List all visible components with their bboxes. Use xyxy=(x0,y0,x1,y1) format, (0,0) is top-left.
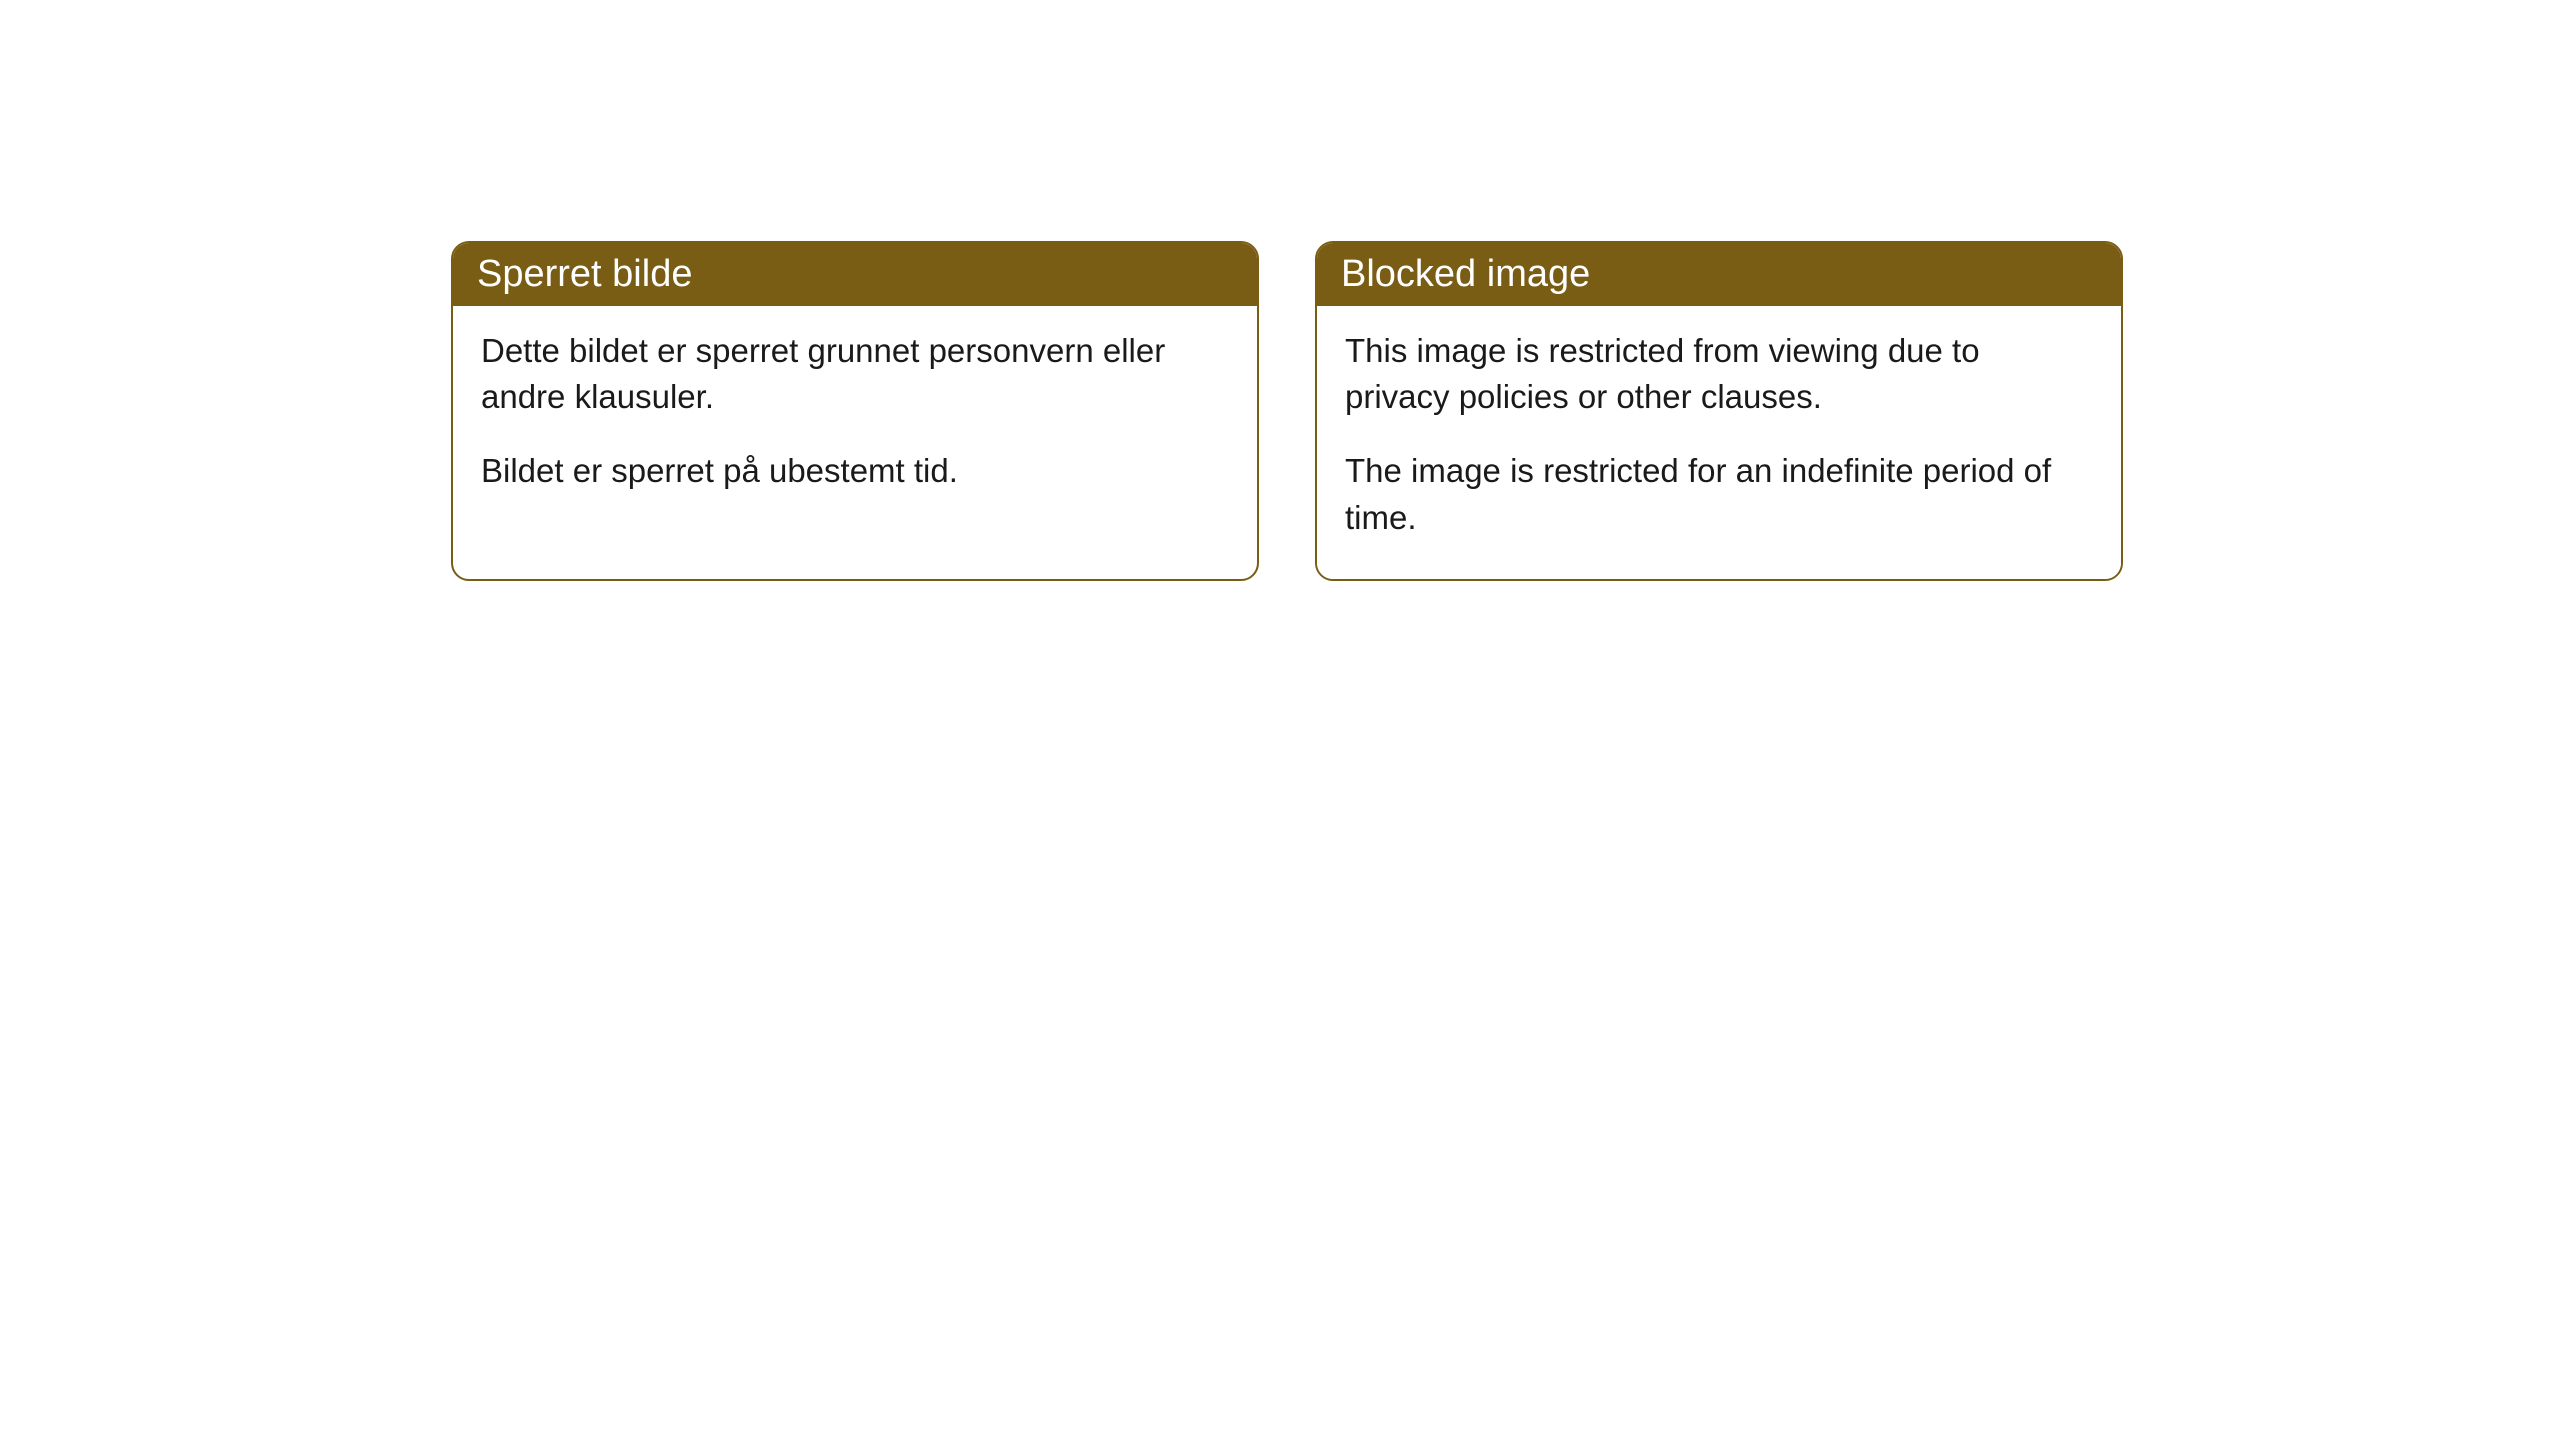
notice-cards-container: Sperret bilde Dette bildet er sperret gr… xyxy=(451,241,2123,581)
card-paragraph: The image is restricted for an indefinit… xyxy=(1345,448,2093,540)
card-paragraph: Dette bildet er sperret grunnet personve… xyxy=(481,328,1229,420)
notice-card-norwegian: Sperret bilde Dette bildet er sperret gr… xyxy=(451,241,1259,581)
card-header: Sperret bilde xyxy=(453,243,1257,306)
card-paragraph: This image is restricted from viewing du… xyxy=(1345,328,2093,420)
card-body: This image is restricted from viewing du… xyxy=(1317,306,2121,579)
card-paragraph: Bildet er sperret på ubestemt tid. xyxy=(481,448,1229,494)
card-body: Dette bildet er sperret grunnet personve… xyxy=(453,306,1257,533)
notice-card-english: Blocked image This image is restricted f… xyxy=(1315,241,2123,581)
card-header-text: Sperret bilde xyxy=(477,253,692,295)
card-header-text: Blocked image xyxy=(1341,253,1590,295)
card-header: Blocked image xyxy=(1317,243,2121,306)
